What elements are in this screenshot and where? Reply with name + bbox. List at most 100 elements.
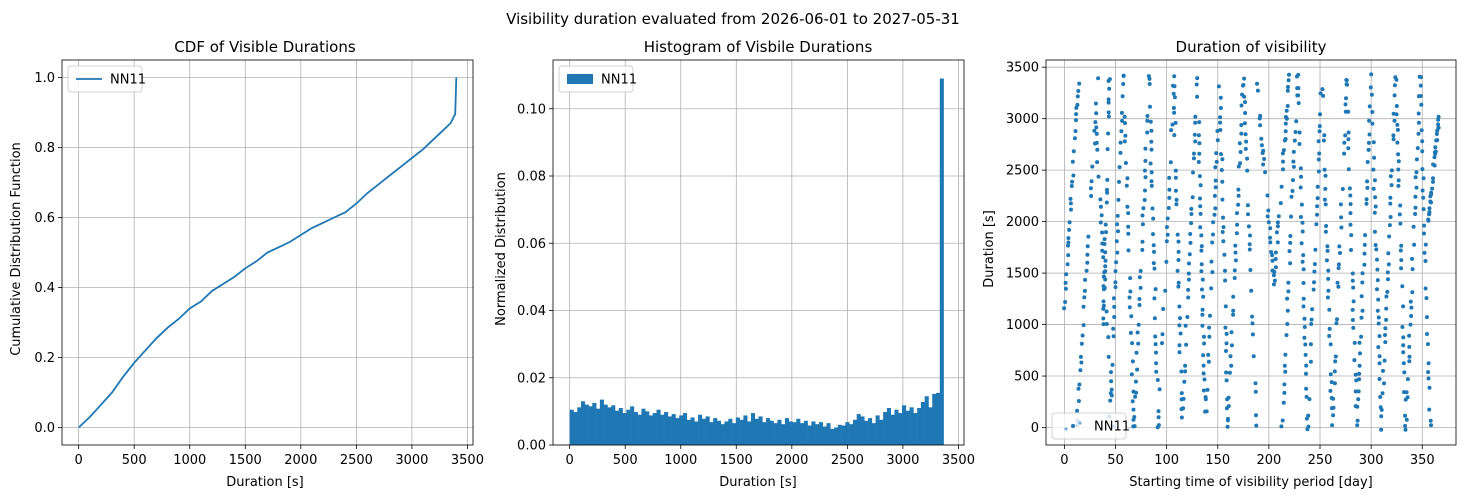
scatter-point [1360,308,1365,313]
scatter-point [1206,352,1211,357]
scatter-point [1210,270,1215,275]
scatter-point [1353,389,1358,394]
scatter-point [1350,271,1355,276]
histogram-bar [724,421,729,445]
histogram-bar [630,406,635,445]
scatter-point [1334,321,1339,326]
histogram-ytick-label: 0.10 [517,102,546,117]
scatter-point [1298,166,1303,171]
scatter-point [1206,359,1211,364]
scatter-point [1111,334,1116,339]
histogram-bar [652,413,657,445]
histogram-bar [890,414,895,445]
scatter-point [1376,315,1381,320]
scatter-point [1323,186,1328,191]
scatter-point [1129,372,1134,377]
scatter-point [1285,308,1290,313]
scatter-point [1197,120,1202,125]
figure-suptitle: Visibility duration evaluated from 2026-… [506,10,960,28]
scatter-point [1299,174,1303,179]
scatter-point [1401,304,1406,309]
scatter-point [1167,187,1172,192]
histogram-bar [614,410,620,445]
scatter-point [1105,147,1110,152]
scatter-point [1360,271,1365,276]
histogram-bar [815,424,820,445]
histogram-bar [626,409,631,445]
scatter-legend: NN11 [1051,412,1130,440]
scatter-point [1223,304,1228,309]
scatter-point [1118,150,1123,155]
scatter-point [1069,184,1074,188]
scatter-point [1431,176,1435,181]
scatter-point [1377,361,1382,366]
scatter-point [1113,285,1118,290]
scatter-point [1197,141,1202,146]
scatter-point [1116,229,1120,234]
scatter-point [1378,395,1383,399]
histogram-bar [637,414,642,445]
histogram-xtick-label: 3500 [942,453,975,468]
scatter-point [1224,378,1229,383]
scatter-point [1327,334,1332,338]
scatter-point [1281,400,1286,405]
scatter-point [1200,312,1205,317]
scatter-point [1130,399,1135,404]
scatter-point [1408,322,1413,327]
scatter-point [1079,360,1084,365]
scatter-point [1316,169,1321,174]
scatter-point [1416,111,1421,116]
scatter-point [1143,146,1148,151]
cdf-xlabel: Duration [s] [226,475,304,490]
cdf-xtick-label: 1000 [173,453,206,468]
scatter-point [1245,156,1250,161]
scatter-point [1382,358,1387,363]
histogram-bar [618,408,623,445]
scatter-point [1384,306,1389,311]
scatter-point [1106,131,1111,136]
scatter-point [1346,146,1351,151]
scatter-point [1201,363,1206,368]
histogram-bar [648,415,654,445]
scatter-point [1231,294,1236,299]
scatter-point [1343,102,1348,107]
scatter-point [1149,139,1154,144]
scatter-point [1172,74,1177,79]
scatter-point [1161,307,1166,311]
scatter-point [1296,101,1301,106]
scatter-point [1068,201,1073,206]
scatter-point [1218,120,1223,125]
scatter-point [1085,252,1090,257]
scatter-point [1198,211,1203,216]
scatter-legend-swatch [1071,424,1075,428]
scatter-point [1329,380,1334,385]
scatter-point [1255,88,1260,93]
scatter-point [1366,140,1371,145]
scatter-point [1268,226,1273,231]
scatter-point [1407,344,1412,349]
scatter-point [1304,363,1309,368]
scatter-point [1151,216,1156,221]
scatter-point [1351,285,1356,290]
scatter-point [1262,157,1267,161]
scatter-point [1193,114,1198,119]
cdf-series-line [78,77,458,429]
cdf-ytick-label: 0.4 [34,281,55,296]
scatter-point [1401,335,1406,340]
scatter-point [1422,223,1427,228]
cdf-xtick-label: 3000 [395,453,428,468]
scatter-point [1394,104,1399,108]
scatter-point [1160,341,1164,346]
scatter-point [1101,306,1106,311]
scatter-point [1434,132,1439,136]
scatter-point [1285,296,1290,301]
scatter-point [1243,100,1247,105]
scatter-point [1377,354,1382,359]
scatter-point [1204,409,1209,414]
scatter-point [1326,288,1331,293]
scatter-point [1325,295,1330,300]
scatter-point [1100,248,1105,253]
scatter-point [1386,251,1391,256]
scatter-point [1192,151,1196,156]
scatter-point [1076,89,1081,93]
